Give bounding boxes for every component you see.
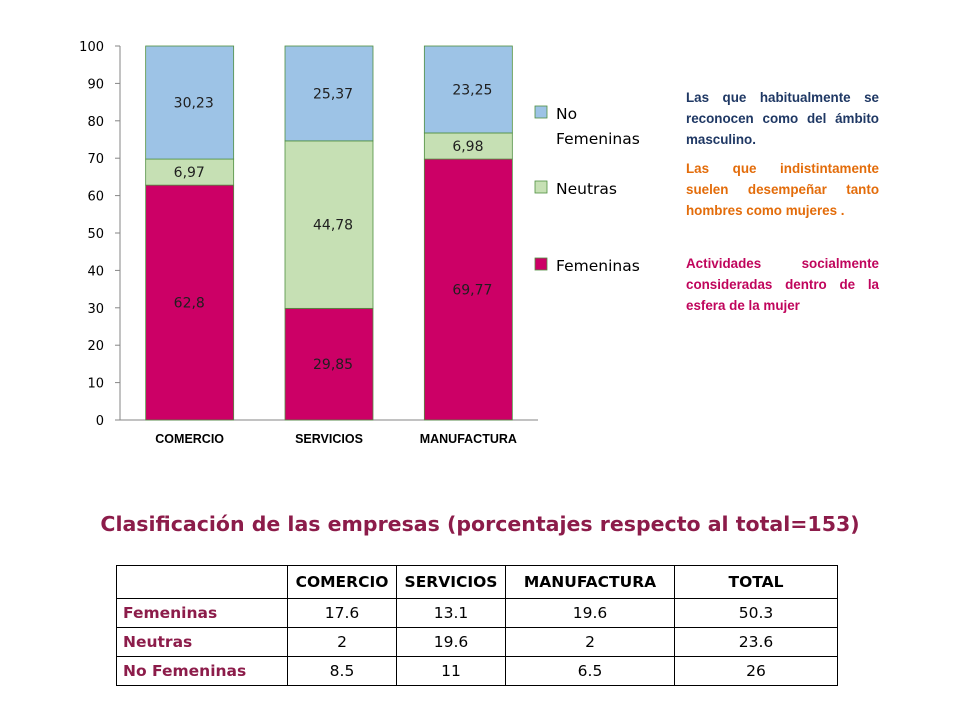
legend-label: No (556, 105, 577, 123)
table-cell: 6.5 (505, 656, 675, 686)
y-tick-label: 60 (87, 190, 104, 205)
bar-data-label: 30,23 (174, 96, 214, 112)
table-cell: 19.6 (505, 598, 675, 628)
header-manufactura: MANUFACTURA (505, 565, 675, 599)
bar-data-label: 23,25 (452, 82, 492, 98)
bar-segment (423, 132, 513, 160)
x-category-label: MANUFACTURA (420, 432, 517, 446)
y-tick-label: 40 (87, 264, 104, 279)
bar-data-label: 25,37 (313, 86, 353, 102)
y-tick-label: 100 (79, 40, 104, 55)
note-no-femeninas: Las que habitualmente se reconocen como … (686, 90, 879, 147)
note-femeninas: Actividades socialmente consideradas den… (686, 256, 879, 313)
y-tick-label: 0 (96, 414, 104, 429)
table-header-row: COMERCIO SERVICIOS MANUFACTURA TOTAL (116, 565, 838, 599)
bar-data-label: 44,78 (313, 218, 353, 234)
header-servicios: SERVICIOS (396, 565, 506, 599)
table-cell: 2 (287, 627, 397, 657)
bar-data-label: 69,77 (452, 283, 492, 299)
y-tick-label: 50 (87, 227, 104, 242)
header-total: TOTAL (674, 565, 838, 599)
bar-segment (284, 45, 374, 142)
bar-data-label: 29,85 (313, 357, 353, 373)
classification-table: COMERCIO SERVICIOS MANUFACTURA TOTAL Fem… (116, 565, 838, 686)
table-row: Neutras 2 19.6 2 23.6 (116, 627, 838, 657)
table-cell: 19.6 (396, 627, 506, 657)
bar-segment (423, 45, 513, 134)
y-tick-label: 10 (87, 377, 104, 392)
x-category-label: SERVICIOS (295, 432, 363, 446)
bar-data-label: 62,8 (174, 296, 205, 312)
legend-label: Femeninas (556, 257, 640, 275)
table-title: Clasificación de las empresas (porcentaj… (100, 512, 860, 536)
table-row: No Femeninas 8.5 11 6.5 26 (116, 656, 838, 686)
table-cell: 2 (505, 627, 675, 657)
y-tick-label: 30 (87, 302, 104, 317)
bar-segment (284, 307, 374, 421)
y-tick-label: 80 (87, 115, 104, 130)
bar-segment (423, 158, 513, 421)
bar-segment (145, 158, 235, 186)
bar-data-label: 6,98 (452, 139, 483, 155)
row-label: No Femeninas (116, 656, 288, 686)
table-cell: 50.3 (674, 598, 838, 628)
legend-swatch (534, 180, 548, 194)
stacked-bar-chart: 0 10 20 30 40 50 60 70 80 90 100 62,8 6,97 30,23 COMER… (79, 40, 640, 446)
header-empty (116, 565, 288, 599)
row-label: Neutras (116, 627, 288, 657)
table-cell: 13.1 (396, 598, 506, 628)
table-cell: 8.5 (287, 656, 397, 686)
x-category-label: COMERCIO (155, 432, 224, 446)
y-tick-label: 70 (87, 152, 104, 167)
note-neutras: Las que indistintamente suelen desempeña… (686, 161, 879, 218)
legend-label: Femeninas (556, 130, 640, 148)
table-cell: 17.6 (287, 598, 397, 628)
y-tick-label: 20 (87, 339, 104, 354)
legend-label: Neutras (556, 180, 617, 198)
row-label: Femeninas (116, 598, 288, 628)
legend-swatch (534, 257, 548, 271)
header-comercio: COMERCIO (287, 565, 397, 599)
table-cell: 11 (396, 656, 506, 686)
bar-data-label: 6,97 (174, 165, 205, 181)
bar-segment (145, 184, 235, 421)
bar-segment (145, 45, 235, 160)
bar-segment (284, 140, 374, 309)
y-tick-label: 90 (87, 77, 104, 92)
legend-swatch (534, 105, 548, 119)
table-cell: 23.6 (674, 627, 838, 657)
table-cell: 26 (674, 656, 838, 686)
table-row: Femeninas 17.6 13.1 19.6 50.3 (116, 598, 838, 628)
